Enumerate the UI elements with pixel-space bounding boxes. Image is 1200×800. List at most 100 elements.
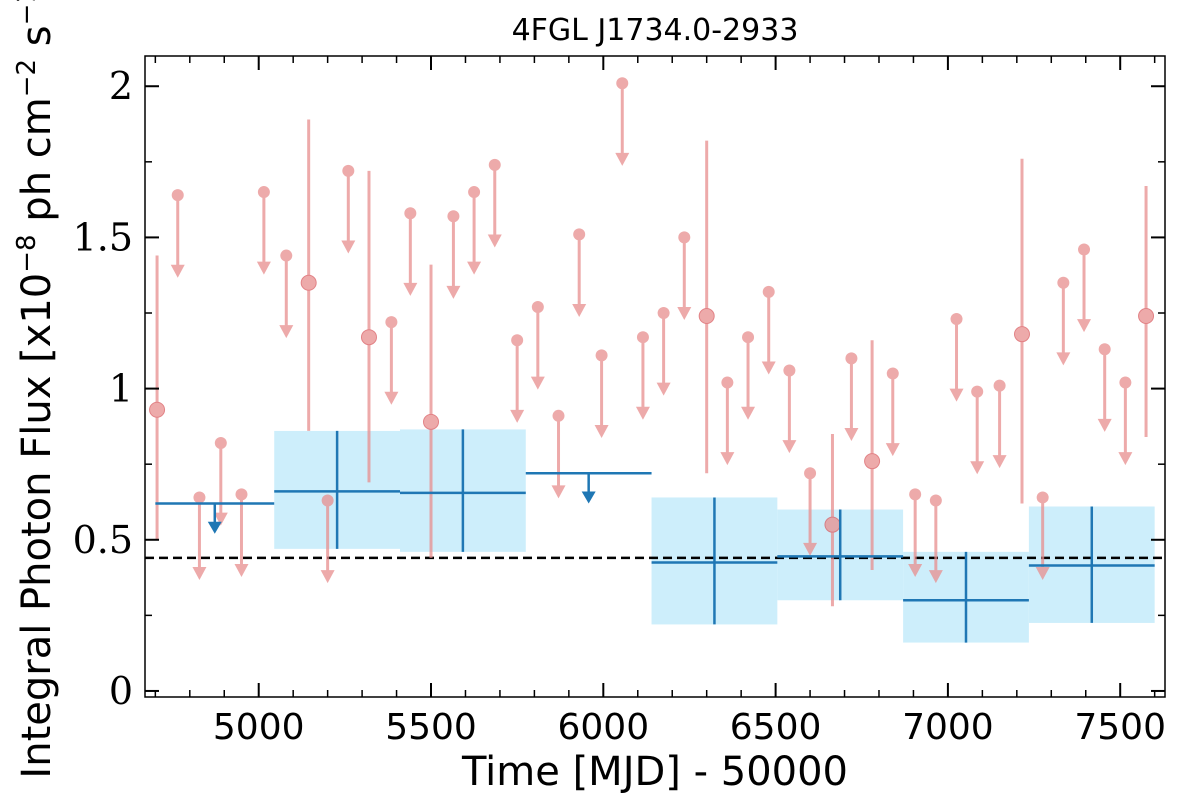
short-bin-upper-limit bbox=[467, 186, 482, 275]
short-bin-upper-limit bbox=[782, 364, 797, 454]
detection-marker bbox=[149, 401, 166, 418]
upper-limit-arrow bbox=[677, 307, 692, 321]
long-bin-series bbox=[155, 429, 1155, 643]
upper-limit-marker bbox=[257, 186, 270, 199]
long-bin-detection bbox=[651, 497, 778, 625]
upper-limit-arrow bbox=[635, 406, 650, 420]
upper-limit-arrow bbox=[403, 282, 418, 296]
detection-marker bbox=[864, 453, 881, 470]
y-label-exp-3: −1 bbox=[12, 0, 42, 25]
x-tick-label: 6000 bbox=[557, 707, 649, 748]
upper-limit-arrow bbox=[341, 240, 356, 254]
short-bin-upper-limit bbox=[741, 331, 756, 420]
upper-limit-marker bbox=[280, 249, 293, 262]
y-tick-label: 0 bbox=[109, 669, 133, 713]
long-bin-upper-limit bbox=[525, 472, 652, 504]
upper-limit-arrow bbox=[256, 261, 271, 275]
y-label-main: Integral Photon Flux [x10 bbox=[14, 273, 60, 779]
axes: 5000 5500 6000 6500 7000 7500 0 0.5 1 1.5 2 bbox=[73, 55, 1166, 748]
detection-marker bbox=[824, 516, 841, 533]
short-bin-upper-limit bbox=[1035, 491, 1050, 581]
upper-limit-marker bbox=[531, 300, 544, 313]
short-bin-detection bbox=[1138, 186, 1155, 437]
y-label-unit-2: s bbox=[14, 25, 60, 59]
upper-limit-arrow bbox=[1056, 352, 1071, 366]
short-bin-detection bbox=[864, 340, 881, 571]
upper-limit-arrow bbox=[572, 304, 587, 318]
upper-limit-arrow bbox=[1035, 567, 1050, 581]
upper-limit-marker bbox=[1036, 491, 1049, 504]
upper-limit-arrow bbox=[782, 440, 797, 454]
chart-title: 4FGL J1734.0-2933 bbox=[512, 13, 799, 48]
upper-limit-arrow bbox=[530, 376, 545, 390]
short-bin-upper-limit bbox=[551, 409, 566, 499]
short-bin-detection bbox=[423, 264, 440, 558]
upper-limit-arrow bbox=[1118, 452, 1133, 466]
x-tick-label: 5500 bbox=[385, 707, 477, 748]
short-bin-upper-limit bbox=[530, 300, 545, 390]
long-bin-upper-limit bbox=[155, 502, 275, 534]
upper-limit-arrow bbox=[615, 152, 630, 166]
upper-limit-arrow bbox=[446, 285, 461, 299]
upper-limit-marker bbox=[404, 207, 417, 220]
short-bin-upper-limit bbox=[384, 316, 399, 405]
detection-marker bbox=[360, 329, 377, 346]
upper-limit-arrow bbox=[320, 570, 335, 584]
y-label-unit-1: ph cm bbox=[14, 97, 60, 234]
y-tick-label: 1.5 bbox=[73, 215, 133, 259]
short-bin-detection bbox=[360, 170, 377, 483]
upper-limit-marker bbox=[214, 437, 227, 450]
short-bin-series bbox=[149, 77, 1155, 607]
long-bin-detection bbox=[777, 509, 904, 601]
short-bin-upper-limit bbox=[844, 352, 859, 441]
upper-limit-marker bbox=[886, 367, 899, 380]
long-ul-arrow bbox=[207, 521, 222, 534]
short-bin-upper-limit bbox=[992, 379, 1007, 469]
upper-limit-marker bbox=[742, 331, 755, 344]
x-tick-label: 5000 bbox=[213, 707, 305, 748]
upper-limit-marker bbox=[845, 352, 858, 365]
upper-limit-arrow bbox=[234, 564, 249, 578]
upper-limit-marker bbox=[616, 77, 629, 90]
y-axis-label: Integral Photon Flux [x10−8 ph cm−2 s−1] bbox=[12, 0, 60, 779]
upper-limit-marker bbox=[573, 228, 586, 241]
upper-limit-marker bbox=[993, 379, 1006, 392]
x-tick-label: 7000 bbox=[902, 707, 994, 748]
short-bin-detection bbox=[824, 433, 841, 607]
upper-limit-marker bbox=[721, 376, 734, 389]
short-bin-upper-limit bbox=[635, 331, 650, 420]
upper-limit-marker bbox=[235, 488, 248, 501]
short-bin-upper-limit bbox=[256, 186, 271, 275]
short-bin-upper-limit bbox=[487, 158, 502, 248]
short-bin-upper-limit bbox=[970, 385, 985, 475]
upper-limit-marker bbox=[385, 316, 398, 329]
short-bin-upper-limit bbox=[949, 313, 964, 402]
short-bin-upper-limit bbox=[761, 285, 776, 375]
upper-limit-marker bbox=[929, 494, 942, 507]
upper-limit-arrow bbox=[279, 325, 294, 339]
short-bin-upper-limit bbox=[341, 164, 356, 254]
upper-limit-marker bbox=[804, 467, 817, 480]
upper-limit-marker bbox=[488, 158, 501, 171]
detection-marker bbox=[423, 413, 440, 430]
upper-limit-marker bbox=[657, 307, 670, 320]
long-bin-detection bbox=[400, 429, 526, 552]
upper-limit-marker bbox=[950, 313, 963, 326]
short-bin-upper-limit bbox=[615, 77, 630, 166]
short-bin-upper-limit bbox=[170, 189, 185, 278]
short-bin-upper-limit bbox=[885, 367, 900, 457]
upper-limit-arrow bbox=[928, 570, 943, 584]
long-bin-detection bbox=[903, 551, 1029, 643]
upper-limit-arrow bbox=[1097, 418, 1112, 432]
short-bin-detection bbox=[1013, 158, 1030, 504]
upper-limit-marker bbox=[909, 488, 922, 501]
upper-limit-arrow bbox=[384, 391, 399, 405]
detection-marker bbox=[1138, 308, 1155, 325]
short-bin-upper-limit bbox=[803, 467, 818, 556]
upper-limit-arrow bbox=[170, 264, 185, 278]
short-bin-upper-limit bbox=[510, 334, 525, 423]
upper-limit-marker bbox=[552, 409, 565, 422]
short-bin-upper-limit bbox=[279, 249, 294, 339]
upper-limit-arrow bbox=[213, 512, 228, 526]
